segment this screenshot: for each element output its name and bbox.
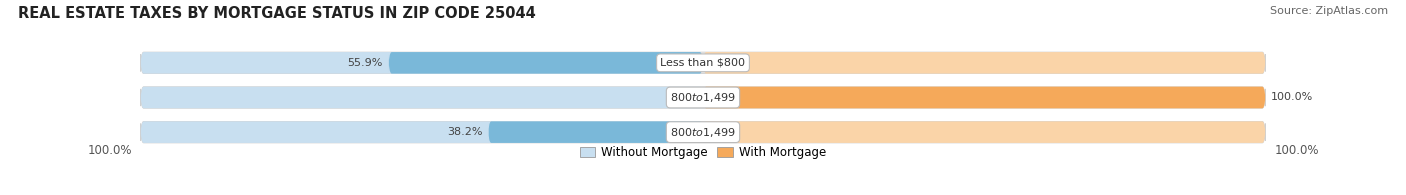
Text: 100.0%: 100.0% [1271,92,1313,103]
Text: REAL ESTATE TAXES BY MORTGAGE STATUS IN ZIP CODE 25044: REAL ESTATE TAXES BY MORTGAGE STATUS IN … [18,6,536,21]
FancyBboxPatch shape [488,121,703,143]
FancyBboxPatch shape [141,87,703,108]
Text: 0.0%: 0.0% [669,92,697,103]
Legend: Without Mortgage, With Mortgage: Without Mortgage, With Mortgage [575,142,831,164]
FancyBboxPatch shape [141,121,703,143]
Text: 55.9%: 55.9% [347,58,382,68]
Text: 100.0%: 100.0% [1274,144,1319,157]
FancyBboxPatch shape [141,52,1265,74]
Text: 0.0%: 0.0% [709,58,737,68]
Text: 100.0%: 100.0% [87,144,132,157]
FancyBboxPatch shape [703,121,1265,143]
FancyBboxPatch shape [388,52,703,74]
FancyBboxPatch shape [703,52,1265,74]
FancyBboxPatch shape [141,52,703,74]
FancyBboxPatch shape [141,87,1265,108]
Text: 0.0%: 0.0% [709,127,737,137]
FancyBboxPatch shape [703,87,1265,108]
FancyBboxPatch shape [141,121,1265,143]
Text: $800 to $1,499: $800 to $1,499 [671,91,735,104]
Text: Source: ZipAtlas.com: Source: ZipAtlas.com [1270,6,1388,16]
Text: 38.2%: 38.2% [447,127,482,137]
Text: $800 to $1,499: $800 to $1,499 [671,126,735,139]
FancyBboxPatch shape [703,87,1265,108]
Text: Less than $800: Less than $800 [661,58,745,68]
